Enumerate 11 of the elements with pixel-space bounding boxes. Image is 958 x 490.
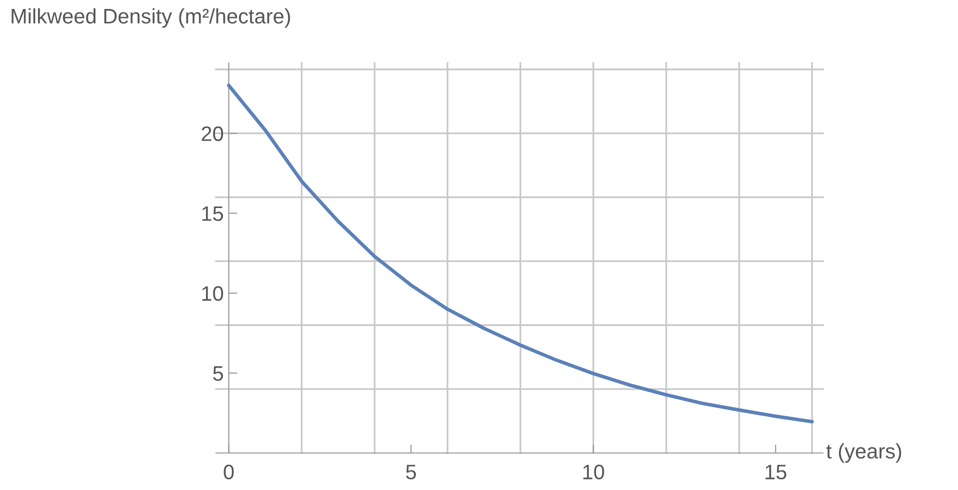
x-axis-title: t (years)	[826, 443, 902, 463]
x-tick-label: 15	[766, 464, 786, 480]
y-tick-label: 20	[202, 126, 224, 142]
y-tick-label: 5	[213, 366, 224, 381]
x-tick-label: 5	[406, 464, 416, 480]
x-tick-label: 0	[224, 464, 234, 480]
y-axis-title: Milkweed Density (m²/hectare)	[12, 8, 290, 28]
line-series	[227, 84, 814, 424]
x-tick-label: 10	[583, 464, 604, 480]
y-tick-label: 10	[202, 286, 224, 301]
y-tick-label: 15	[202, 206, 224, 221]
